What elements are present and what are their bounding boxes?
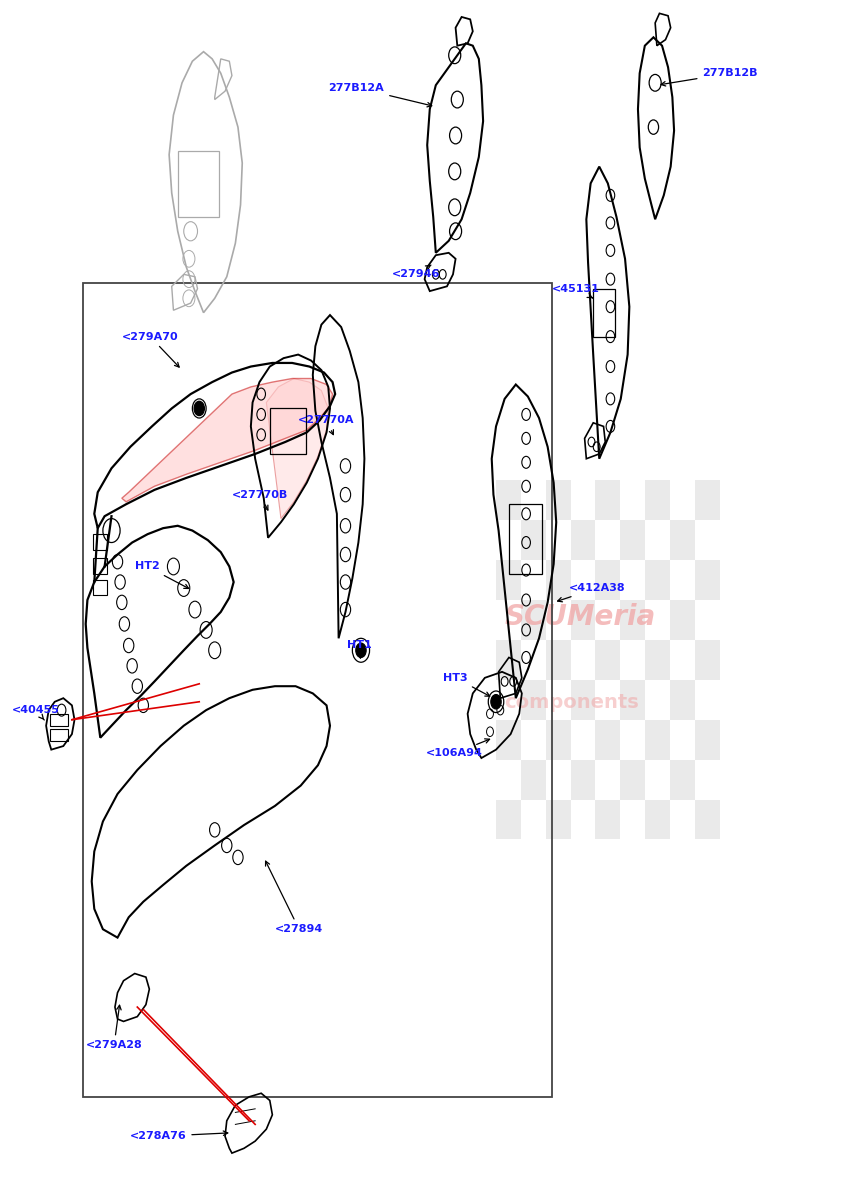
Text: HT1: HT1	[347, 641, 371, 658]
Text: components: components	[505, 694, 639, 713]
Bar	[620, 600, 646, 640]
Bar	[570, 600, 595, 640]
Bar	[49, 714, 68, 726]
Text: 277B12B: 277B12B	[661, 68, 758, 86]
Bar	[570, 520, 595, 560]
Text: <279A70: <279A70	[122, 331, 180, 367]
Bar	[545, 560, 570, 600]
Bar	[496, 720, 521, 760]
Bar	[521, 760, 545, 799]
Text: <27894: <27894	[266, 862, 323, 935]
Bar	[670, 680, 695, 720]
Polygon shape	[267, 378, 328, 518]
Bar	[521, 520, 545, 560]
Text: HT2: HT2	[135, 562, 189, 588]
Bar	[496, 640, 521, 680]
Text: <27946: <27946	[392, 265, 440, 280]
Bar	[646, 640, 670, 680]
Bar	[646, 560, 670, 600]
Text: <40455: <40455	[12, 706, 60, 720]
Text: <412A38: <412A38	[557, 583, 626, 602]
Text: <106A94: <106A94	[426, 739, 489, 758]
Bar	[93, 558, 107, 574]
Bar	[695, 480, 720, 520]
Circle shape	[491, 695, 501, 709]
Text: SCUMeria: SCUMeria	[505, 602, 656, 631]
Text: 277B12A: 277B12A	[329, 83, 432, 107]
Bar	[595, 560, 620, 600]
Bar	[545, 640, 570, 680]
Bar	[570, 760, 595, 799]
Text: <27770B: <27770B	[232, 490, 288, 510]
Bar	[620, 680, 646, 720]
Text: HT3: HT3	[443, 673, 490, 696]
Bar	[695, 640, 720, 680]
Text: <279A28: <279A28	[85, 1006, 142, 1050]
Bar	[595, 720, 620, 760]
Text: <278A76: <278A76	[129, 1130, 228, 1141]
Bar	[545, 720, 570, 760]
Bar	[670, 760, 695, 799]
Bar	[93, 534, 107, 550]
Bar	[595, 799, 620, 840]
Bar	[496, 480, 521, 520]
Bar	[593, 289, 614, 337]
Bar	[595, 640, 620, 680]
Bar	[695, 720, 720, 760]
Circle shape	[356, 643, 366, 658]
Bar	[521, 680, 545, 720]
Bar	[570, 680, 595, 720]
Bar	[545, 799, 570, 840]
Bar	[509, 504, 542, 574]
Bar	[646, 720, 670, 760]
Bar	[695, 799, 720, 840]
Bar	[521, 600, 545, 640]
Bar	[49, 730, 68, 742]
Circle shape	[194, 401, 205, 415]
Bar	[496, 560, 521, 600]
Bar	[620, 520, 646, 560]
Bar	[670, 600, 695, 640]
Bar	[496, 799, 521, 840]
Bar	[178, 151, 219, 217]
Bar	[83, 283, 552, 1097]
Bar	[646, 799, 670, 840]
Bar	[270, 408, 306, 454]
Bar	[545, 480, 570, 520]
Bar	[646, 480, 670, 520]
Text: <27770A: <27770A	[298, 415, 355, 434]
Text: <45131: <45131	[552, 283, 600, 298]
Bar	[595, 480, 620, 520]
Bar	[695, 560, 720, 600]
Bar	[670, 520, 695, 560]
Polygon shape	[122, 378, 332, 502]
Bar	[93, 580, 107, 595]
Bar	[620, 760, 646, 799]
